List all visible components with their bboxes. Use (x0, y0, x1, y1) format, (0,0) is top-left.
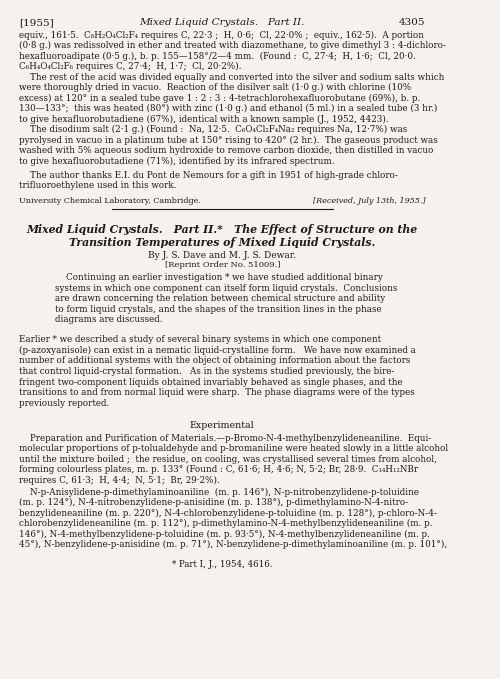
Text: The author thanks E.I. du Pont de Nemours for a gift in 1951 of high-grade chlor: The author thanks E.I. du Pont de Nemour… (20, 170, 398, 180)
Text: [Reprint Order No. 51009.]: [Reprint Order No. 51009.] (164, 261, 280, 269)
Text: (p-azoxyanisole) can exist in a nematic liquid-crystalline form.   We have now e: (p-azoxyanisole) can exist in a nematic … (20, 346, 416, 355)
Text: pyrolysed in vacuo in a platinum tube at 150° rising to 420° (2 hr.).  The gaseo: pyrolysed in vacuo in a platinum tube at… (20, 136, 438, 145)
Text: [1955]: [1955] (20, 18, 54, 27)
Text: were thoroughly dried in vacuo.  Reaction of the disilver salt (1·0 g.) with chl: were thoroughly dried in vacuo. Reaction… (20, 83, 411, 92)
Text: excess) at 120° in a sealed tube gave 1 : 2 : 3 : 4-tetrachlorohexafluorobutane : excess) at 120° in a sealed tube gave 1 … (20, 94, 420, 103)
Text: systems in which one component can itself form liquid crystals.  Conclusions: systems in which one component can itsel… (54, 284, 397, 293)
Text: Experimental: Experimental (190, 421, 254, 430)
Text: Mixed Liquid Crystals.   Part II.: Mixed Liquid Crystals. Part II. (140, 18, 305, 27)
Text: to form liquid crystals, and the shapes of the transition lines in the phase: to form liquid crystals, and the shapes … (54, 305, 382, 314)
Text: transitions to and from normal liquid were sharp.  The phase diagrams were of th: transitions to and from normal liquid we… (20, 388, 415, 397)
Text: until the mixture boiled ;  the residue, on cooling, was crystallised several ti: until the mixture boiled ; the residue, … (20, 454, 438, 464)
Text: University Chemical Laboratory, Cambridge.: University Chemical Laboratory, Cambridg… (20, 197, 202, 205)
Text: The rest of the acid was divided equally and converted into the silver and sodiu: The rest of the acid was divided equally… (20, 73, 445, 81)
Text: previously reported.: previously reported. (20, 399, 110, 407)
Text: 130—133°;  this was heated (80°) with zinc (1·0 g.) and ethanol (5 ml.) in a sea: 130—133°; this was heated (80°) with zin… (20, 104, 438, 113)
Text: that control liquid-crystal formation.   As in the systems studied previously, t: that control liquid-crystal formation. A… (20, 367, 395, 376)
Text: molecular proportions of p-tolualdehyde and p-bromaniline were heated slowly in : molecular proportions of p-tolualdehyde … (20, 444, 448, 453)
Text: 45°), N-benzylidene-p-anisidine (m. p. 71°), N-benzylidene-p-dimethylaminoanilin: 45°), N-benzylidene-p-anisidine (m. p. 7… (20, 540, 448, 549)
Text: The disodium salt (2·1 g.) (Found :  Na, 12·5.  C₆O₄Cl₂F₄Na₂ requires Na, 12·7%): The disodium salt (2·1 g.) (Found : Na, … (20, 125, 407, 134)
Text: diagrams are discussed.: diagrams are discussed. (54, 315, 162, 325)
Text: to give hexafluorobutadiene (71%), identified by its infrared spectrum.: to give hexafluorobutadiene (71%), ident… (20, 157, 335, 166)
Text: hexafluoroadipate (0·5 g.), b. p. 155—158°/2—4 mm.  (Found :  C, 27·4;  H, 1·6; : hexafluoroadipate (0·5 g.), b. p. 155—15… (20, 52, 416, 60)
Text: * Part I, J., 1954, 4616.: * Part I, J., 1954, 4616. (172, 560, 272, 569)
Text: trifluoroethylene used in this work.: trifluoroethylene used in this work. (20, 181, 177, 190)
Text: number of additional systems with the object of obtaining information about the : number of additional systems with the ob… (20, 356, 411, 365)
Text: are drawn concerning the relation between chemical structure and ability: are drawn concerning the relation betwee… (54, 294, 385, 304)
Text: Continuing an earlier investigation * we have studied additional binary: Continuing an earlier investigation * we… (54, 273, 382, 282)
Text: C₆H₄O₄Cl₂F₆ requires C, 27·4;  H, 1·7;  Cl, 20·2%).: C₆H₄O₄Cl₂F₆ requires C, 27·4; H, 1·7; Cl… (20, 62, 242, 71)
Text: Mixed Liquid Crystals.   Part II.*   The Effect of Structure on the: Mixed Liquid Crystals. Part II.* The Eff… (27, 224, 418, 236)
Text: 4305: 4305 (398, 18, 425, 27)
Text: [Received, July 13th, 1955.]: [Received, July 13th, 1955.] (312, 197, 425, 205)
Text: equiv., 161·5.  C₈H₂O₄Cl₂F₄ requires C, 22·3 ;  H, 0·6;  Cl, 22·0% ;  equiv., 16: equiv., 161·5. C₈H₂O₄Cl₂F₄ requires C, 2… (20, 31, 424, 39)
Text: N-p-Anisylidene-p-dimethylaminoaniline  (m. p. 146°), N-p-nitrobenzylidene-p-tol: N-p-Anisylidene-p-dimethylaminoaniline (… (20, 488, 419, 496)
Text: benzylideneaniline (m. p. 220°), N-4-chlorobenzylidene-p-toluidine (m. p. 128°),: benzylideneaniline (m. p. 220°), N-4-chl… (20, 509, 438, 517)
Text: Preparation and Purification of Materials.—p-Bromo-N-4-methylbenzylideneaniline.: Preparation and Purification of Material… (20, 433, 432, 443)
Text: to give hexafluorobutadiene (67%), identical with a known sample (J., 1952, 4423: to give hexafluorobutadiene (67%), ident… (20, 115, 389, 124)
Text: Earlier * we described a study of several binary systems in which one component: Earlier * we described a study of severa… (20, 335, 382, 344)
Text: (0·8 g.) was redissolved in ether and treated with diazomethane, to give dimethy: (0·8 g.) was redissolved in ether and tr… (20, 41, 446, 50)
Text: fringent two-component liquids obtained invariably behaved as single phases, and: fringent two-component liquids obtained … (20, 378, 403, 386)
Text: 146°), N-4-methylbenzylidene-p-toluidine (m. p. 93·5°), N-4-methylbenzylideneani: 146°), N-4-methylbenzylidene-p-toluidine… (20, 530, 430, 538)
Text: chlorobenzylideneaniline (m. p. 112°), p-dimethylamino-N-4-methylbenzylideneanil: chlorobenzylideneaniline (m. p. 112°), p… (20, 519, 433, 528)
Text: forming colourless plates, m. p. 133° (Found : C, 61·6; H, 4·6; N, 5·2; Br, 28·9: forming colourless plates, m. p. 133° (F… (20, 465, 418, 474)
Text: washed with 5% aqueous sodium hydroxide to remove carbon dioxide, then distilled: washed with 5% aqueous sodium hydroxide … (20, 146, 434, 155)
Text: Transition Temperatures of Mixed Liquid Crystals.: Transition Temperatures of Mixed Liquid … (69, 237, 376, 249)
Text: (m. p. 124°), N-4-nitrobenzylidene-p-anisidine (m. p. 138°), p-dimethylamino-N-4: (m. p. 124°), N-4-nitrobenzylidene-p-ani… (20, 498, 408, 507)
Text: By J. S. Dave and M. J. S. Dewar.: By J. S. Dave and M. J. S. Dewar. (148, 251, 296, 260)
Text: requires C, 61·3;  H, 4·4;  N, 5·1;  Br, 29·2%).: requires C, 61·3; H, 4·4; N, 5·1; Br, 29… (20, 475, 220, 485)
